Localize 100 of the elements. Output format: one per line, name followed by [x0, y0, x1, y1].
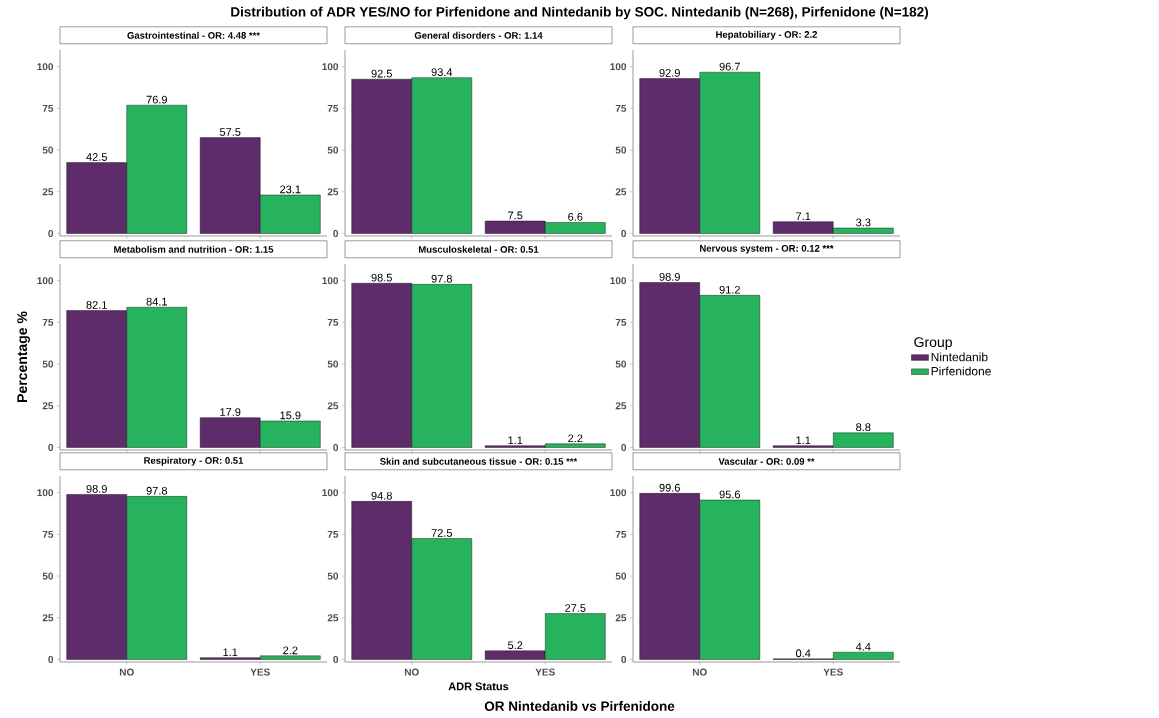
y-tick-label: 75: [327, 104, 339, 112]
y-tick-label: 0: [333, 655, 339, 664]
y-tick-label: 50: [615, 146, 627, 154]
data-label: 2.2: [568, 434, 583, 443]
y-tick-label: 50: [327, 146, 339, 154]
y-tick-label: 75: [42, 318, 54, 326]
data-label: 17.9: [220, 408, 241, 416]
data-label: 5.2: [508, 641, 523, 650]
data-label: 91.2: [719, 285, 740, 294]
data-label: 94.8: [371, 491, 392, 500]
y-tick-label: 100: [322, 489, 339, 497]
y-tick-label: 100: [610, 277, 627, 285]
data-label: 1.1: [508, 436, 523, 444]
data-label: 7.1: [796, 212, 811, 220]
data-label: 4.4: [855, 642, 871, 651]
y-tick-label: 25: [327, 402, 339, 410]
chart-title: Hepatobiliary - OR: 2.2: [716, 30, 818, 40]
y-tick-label: 25: [42, 188, 54, 196]
data-label: 97.8: [146, 486, 168, 495]
y-tick-label: 75: [615, 318, 627, 326]
data-label: 7.5: [508, 211, 523, 220]
y-tick-label: 100: [37, 277, 54, 285]
x-tick-label: NO: [119, 668, 134, 676]
y-tick-label: 50: [42, 572, 54, 580]
chart-title: General disorders - OR: 1.14: [414, 31, 543, 39]
y-tick-label: 100: [322, 277, 339, 285]
y-tick-label: 75: [42, 530, 54, 538]
y-tick-label: 50: [327, 572, 339, 580]
y-tick-label: 75: [42, 104, 54, 112]
y-tick-label: 25: [615, 188, 627, 196]
y-tick-label: 100: [610, 489, 627, 497]
chart-title: Musculoskeletal - OR: 0.51: [418, 245, 539, 253]
text: Distribution of ADR YES/NO for Pirfenidone and Nintedanib by SOC. Nintedanib (N=268), Pirfenidone (N=182): [231, 6, 929, 20]
data-label: 42.5: [86, 153, 107, 161]
y-tick-label: 0: [48, 229, 54, 238]
y-tick-label: 75: [615, 104, 627, 112]
data-label: 92.5: [371, 69, 392, 78]
data-label: 98.9: [659, 273, 680, 281]
data-label: 76.9: [146, 95, 167, 104]
chart-title: Skin and subcutaneous tissue - OR: 0.15 ***: [380, 457, 578, 465]
data-label: 27.5: [565, 604, 586, 612]
legend-label: Nintedanib: [931, 352, 988, 362]
y-tick-label: 0: [48, 655, 54, 664]
legend-title: Group: [914, 337, 952, 350]
y-tick-label: 25: [615, 614, 627, 622]
data-label: 95.6: [719, 490, 741, 499]
y-tick-label: 0: [621, 229, 627, 238]
data-label: 6.6: [568, 213, 583, 221]
y-tick-label: 100: [37, 63, 54, 71]
y-tick-label: 0: [621, 443, 627, 452]
data-label: 96.7: [719, 62, 740, 71]
y-tick-label: 75: [327, 530, 339, 538]
data-label: 23.1: [280, 185, 301, 194]
y-tick-label: 75: [327, 318, 339, 326]
chart-title: Respiratory - OR: 0.51: [144, 456, 244, 466]
y-tick-label: 25: [327, 614, 339, 622]
data-label: 97.8: [431, 274, 453, 283]
y-tick-label: 0: [333, 229, 339, 238]
y-tick-label: 25: [615, 402, 627, 410]
data-label: 98.9: [86, 485, 107, 493]
chart-title: Vascular - OR: 0.09 **: [718, 457, 815, 465]
data-label: 15.9: [280, 411, 301, 420]
data-label: 1.1: [796, 436, 811, 444]
legend-label: Pirfenidone: [931, 366, 991, 376]
data-label: 0.4: [796, 649, 811, 658]
x-tick-label: YES: [535, 668, 555, 676]
data-label: 98.5: [371, 273, 392, 282]
data-label: 84.1: [146, 297, 167, 306]
y-tick-label: 100: [322, 63, 339, 71]
y-tick-label: 25: [42, 402, 54, 410]
data-label: 8.8: [856, 423, 871, 432]
y-tick-label: 100: [610, 63, 627, 71]
y-tick-label: 0: [48, 443, 54, 452]
y-tick-label: 75: [615, 530, 627, 538]
y-tick-label: 100: [37, 489, 54, 497]
y-tick-label: 25: [327, 188, 339, 196]
y-tick-label: 50: [615, 572, 627, 580]
data-label: 99.6: [659, 483, 680, 492]
x-tick-label: NO: [692, 668, 707, 676]
y-tick-label: 50: [42, 146, 54, 154]
x-axis-title: ADR Status: [448, 682, 509, 691]
data-label: 1.1: [223, 648, 238, 656]
y-tick-label: 50: [327, 360, 339, 368]
data-label: 92.9: [659, 69, 680, 77]
data-label: 2.2: [283, 646, 298, 655]
data-label: 72.5: [431, 529, 453, 537]
data-label: 3.3: [856, 218, 871, 227]
x-tick-label: NO: [404, 668, 419, 676]
chart-title: Metabolism and nutrition - OR: 1.15: [114, 245, 274, 253]
x-tick-label: YES: [250, 668, 270, 676]
y-tick-label: 0: [333, 443, 339, 452]
chart-title: Gastrointestinal - OR: 4.48 ***: [127, 31, 260, 39]
chart-title: Nervous system - OR: 0.12 ***: [700, 244, 834, 254]
data-label: 82.1: [86, 301, 107, 309]
y-tick-label: 25: [42, 614, 54, 622]
y-axis-title: Percentage %: [17, 311, 30, 402]
x-tick-label: YES: [823, 668, 843, 676]
y-tick-label: 0: [621, 655, 627, 664]
y-tick-label: 50: [615, 360, 627, 368]
data-label: 93.4: [431, 68, 453, 76]
